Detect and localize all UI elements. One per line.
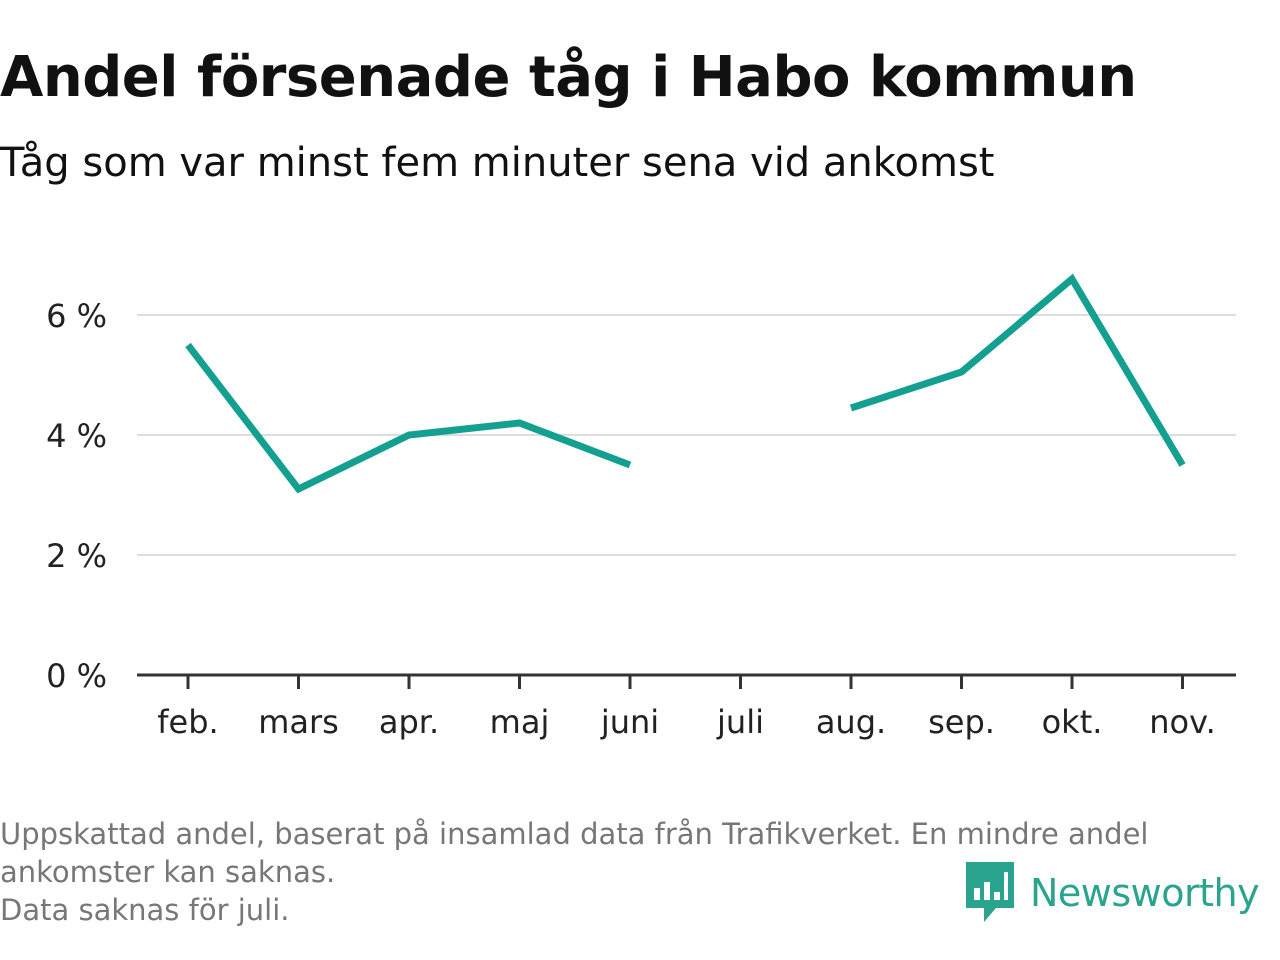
x-tick-label: juli	[716, 703, 764, 741]
x-tick-label: nov.	[1149, 703, 1215, 741]
y-tick-label: 6 %	[46, 297, 107, 335]
x-tick-label: aug.	[816, 703, 886, 741]
chart-subtitle: Tåg som var minst fem minuter sena vid a…	[0, 140, 995, 186]
footnote: Uppskattad andel, baserat på insamlad da…	[0, 815, 1270, 929]
x-tick-label: apr.	[379, 703, 439, 741]
x-tick-label: maj	[490, 703, 550, 741]
brand-logo: Newsworthy	[962, 858, 1260, 928]
line-chart: 0 % 2 % 4 % 6 % feb. mars apr. maj juni juli aug.…	[46, 273, 1236, 741]
x-tick-label: sep.	[928, 703, 995, 741]
newsworthy-logo-icon	[966, 862, 1014, 922]
x-axis	[137, 673, 1236, 689]
x-axis-labels: feb. mars apr. maj juni juli aug. sep. okt. nov.	[157, 703, 1215, 741]
x-tick-label: feb.	[157, 703, 218, 741]
gridlines	[137, 314, 1236, 556]
y-tick-label: 4 %	[46, 417, 107, 455]
footnote-line-1: Uppskattad andel, baserat på insamlad da…	[0, 817, 1149, 851]
y-axis-labels: 0 % 2 % 4 % 6 %	[46, 297, 107, 695]
chart-title: Andel försenade tåg i Habo kommun	[0, 45, 1137, 110]
brand-name: Newsworthy	[1030, 871, 1260, 915]
x-tick-label: mars	[258, 703, 339, 741]
series-line	[185, 342, 632, 494]
footnote-line-2: ankomster kan saknas.	[0, 855, 336, 889]
y-tick-label: 0 %	[46, 657, 107, 695]
x-tick-label: okt.	[1042, 703, 1103, 741]
x-tick-label: juni	[600, 703, 659, 741]
series-lines	[185, 273, 1186, 494]
footnote-line-3: Data saknas för juli.	[0, 893, 290, 927]
series-line	[849, 273, 1186, 467]
y-tick-label: 2 %	[46, 537, 107, 575]
